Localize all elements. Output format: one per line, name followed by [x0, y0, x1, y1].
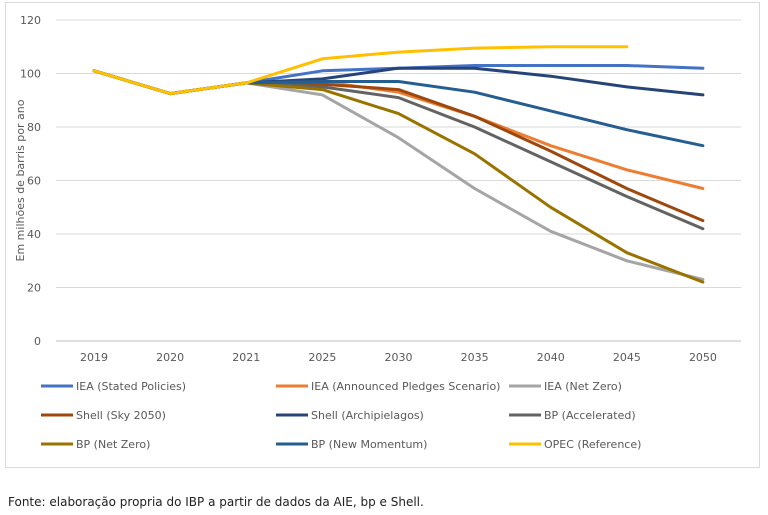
x-tick-label: 2050	[689, 351, 717, 364]
x-tick-label: 2019	[80, 351, 108, 364]
legend-label: IEA (Announced Pledges Scenario)	[311, 380, 500, 393]
x-tick-label: 2045	[613, 351, 641, 364]
y-tick-label: 40	[27, 228, 41, 241]
legend-label: BP (Accelerated)	[544, 409, 636, 422]
legend-label: IEA (Stated Policies)	[76, 380, 186, 393]
legend-label: BP (New Momentum)	[311, 438, 427, 451]
chart-frame: 0 20 40 60 80 100 120 2019 2020 2021 2025 2030 2035 2…	[5, 2, 760, 468]
series-line-7	[92, 69, 705, 284]
legend-label: OPEC (Reference)	[544, 438, 641, 451]
y-tick-label: 60	[27, 175, 41, 188]
y-tick-label: 100	[20, 68, 41, 81]
x-tick-label: 2020	[156, 351, 184, 364]
y-tick-label: 0	[34, 335, 41, 348]
legend-label: IEA (Net Zero)	[544, 380, 622, 393]
source-note: Fonte: elaboração propria do IBP a parti…	[8, 495, 424, 509]
legend-label: Shell (Sky 2050)	[76, 409, 166, 422]
series-line-8	[92, 69, 705, 148]
x-tick-label: 2035	[461, 351, 489, 364]
y-tick-label: 80	[27, 121, 41, 134]
x-tick-label: 2021	[232, 351, 260, 364]
series-line-6	[92, 69, 705, 231]
legend-label: Shell (Archipielagos)	[311, 409, 424, 422]
y-tick-label: 120	[20, 14, 41, 27]
x-tick-label: 2030	[385, 351, 413, 364]
legend-label: BP (Net Zero)	[76, 438, 150, 451]
series-line-9	[92, 45, 629, 96]
x-tick-label: 2040	[537, 351, 565, 364]
y-axis-title: Em milhões de barris por ano	[14, 99, 27, 261]
y-tick-label: 20	[27, 282, 41, 295]
series-line-3	[92, 69, 705, 281]
x-tick-label: 2025	[308, 351, 336, 364]
